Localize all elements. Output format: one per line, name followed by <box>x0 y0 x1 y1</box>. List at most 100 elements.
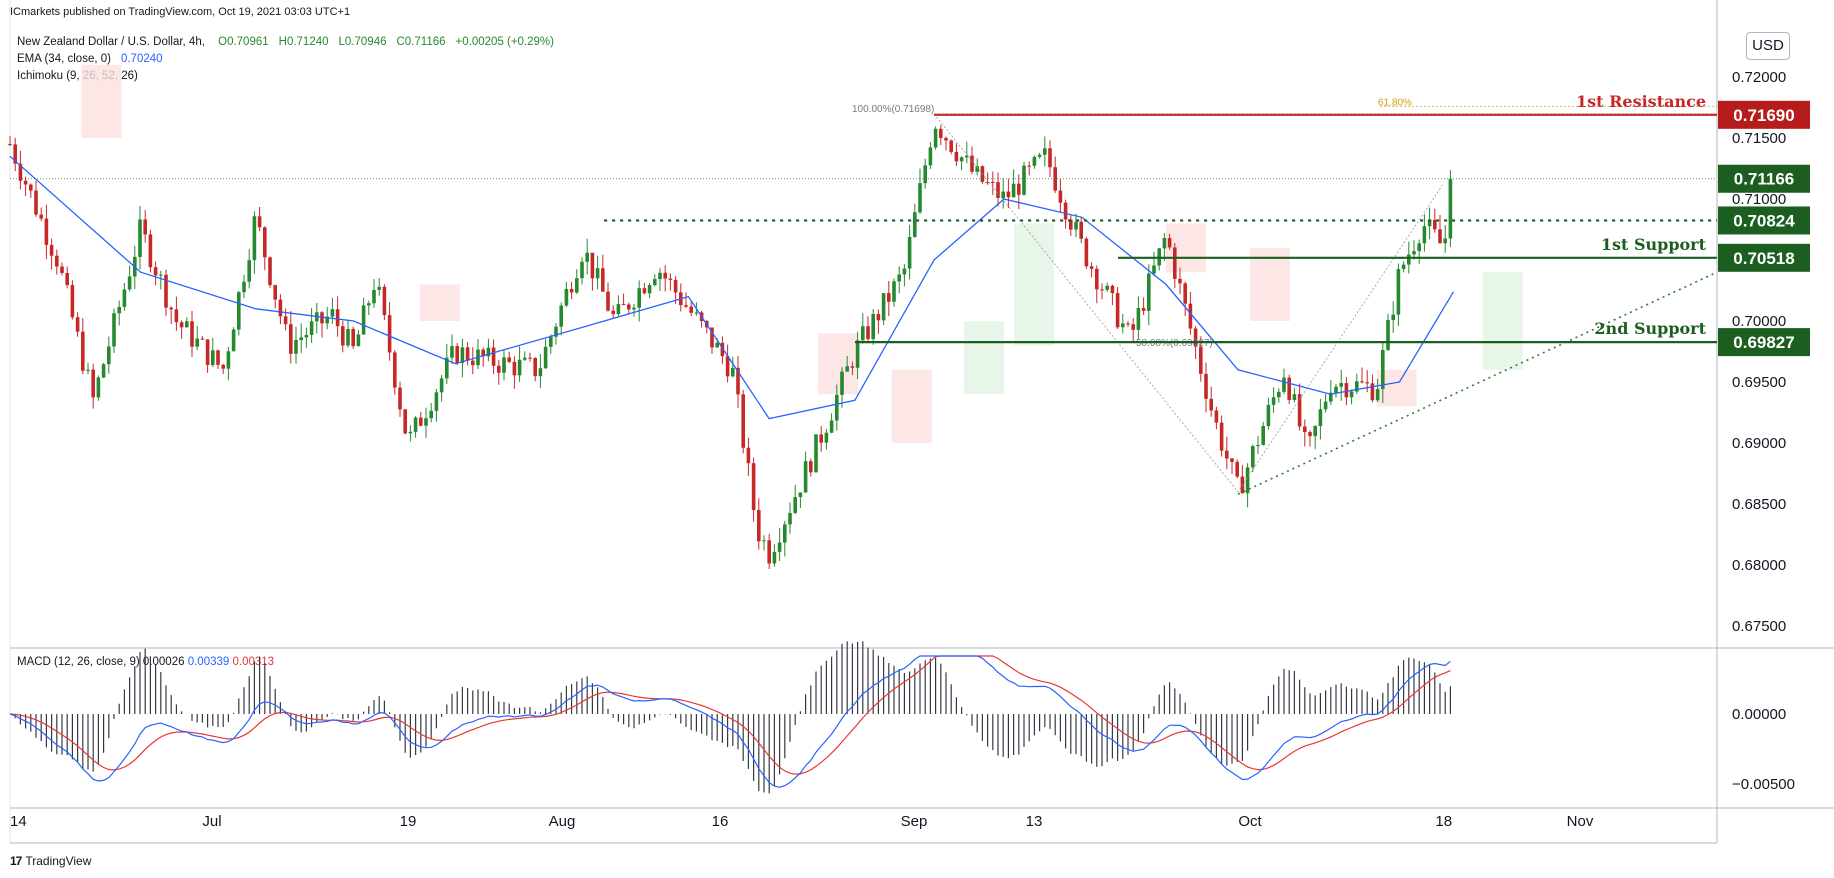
y-tick-label: 0.71500 <box>1732 130 1786 147</box>
candle-body <box>741 394 745 448</box>
candle-body <box>757 510 761 542</box>
macd-tick-label: 0.00000 <box>1732 706 1786 723</box>
candle-body <box>689 306 693 313</box>
candle-body <box>1136 308 1141 330</box>
candle-body <box>278 299 283 317</box>
candle-body <box>382 286 387 316</box>
candle-body <box>309 321 314 335</box>
candle-body <box>803 461 808 493</box>
price-tag <box>1718 100 1810 129</box>
candle-body <box>1386 319 1390 351</box>
candle-body <box>1245 467 1250 494</box>
candles-group <box>8 124 1453 570</box>
candle-body <box>101 364 106 378</box>
candle-body <box>564 288 569 306</box>
candle-body <box>268 257 272 286</box>
candle-body <box>1334 386 1338 393</box>
candle-body <box>840 371 844 395</box>
candle-body <box>668 278 673 280</box>
candle-body <box>356 334 361 347</box>
candle-body <box>1204 373 1208 399</box>
y-tick-label: 0.67500 <box>1732 618 1786 635</box>
candle-body <box>850 366 855 368</box>
candle-body <box>933 128 938 148</box>
macd-group <box>9 641 1452 794</box>
candle-body <box>1011 183 1016 198</box>
candle-body <box>543 346 548 369</box>
y-tick-label: 0.71000 <box>1732 191 1786 208</box>
candle-body <box>1375 389 1380 401</box>
candle-body <box>996 182 1000 199</box>
macd-tick-label: −0.00500 <box>1732 776 1795 793</box>
candle-body <box>970 155 974 172</box>
candle-body <box>907 237 912 269</box>
candle-body <box>445 357 449 379</box>
candle-body <box>1162 238 1167 249</box>
candle-body <box>601 268 605 292</box>
candle-body <box>871 314 875 340</box>
candle-body <box>918 183 922 213</box>
candle-body <box>387 315 392 353</box>
candle-body <box>611 310 615 315</box>
candle-body <box>1355 381 1359 392</box>
candle-body <box>1271 397 1276 405</box>
candle-body <box>190 321 194 347</box>
candle-body <box>533 357 537 377</box>
candle-body <box>809 461 813 473</box>
change-value: +0.00205 (+0.29%) <box>455 36 554 48</box>
candle-body <box>1427 219 1432 227</box>
candle-body <box>991 181 995 183</box>
candle-body <box>658 272 662 280</box>
candle-body <box>497 365 501 373</box>
candle-body <box>107 346 111 365</box>
footer-brand: 17 TradingView <box>10 854 91 868</box>
candle-body <box>855 340 860 368</box>
candle-body <box>361 305 366 335</box>
close-value: C0.71166 <box>396 36 446 48</box>
candle-body <box>1396 269 1401 315</box>
high-value: H0.71240 <box>278 36 329 48</box>
candle-body <box>1089 266 1094 269</box>
candle-body <box>18 163 23 181</box>
candle-body <box>1043 148 1047 155</box>
candle-body <box>1152 265 1156 274</box>
x-tick-label: 16 <box>712 813 729 830</box>
candle-body <box>1303 426 1307 433</box>
candle-body <box>1417 243 1421 252</box>
candle-body <box>211 350 215 365</box>
candle-body <box>247 260 251 282</box>
candle-body <box>1407 254 1411 265</box>
candle-body <box>1126 323 1130 325</box>
ichimoku-cloud <box>1482 272 1523 370</box>
ema-label: EMA (34, close, 0) <box>17 53 111 65</box>
candle-body <box>330 309 335 317</box>
candle-body <box>881 293 886 321</box>
ema-value: 0.70240 <box>120 53 163 65</box>
candle-body <box>1292 394 1297 400</box>
candle-body <box>928 147 933 166</box>
candle-body <box>751 463 756 511</box>
candle-body <box>1037 154 1042 157</box>
candle-body <box>621 304 626 306</box>
candle-body <box>1100 289 1104 291</box>
footer-brand-name: TradingView <box>25 854 92 868</box>
price-tag <box>1718 243 1810 272</box>
candle-body <box>185 321 189 328</box>
y-tick-label: 0.69500 <box>1732 374 1786 391</box>
candle-body <box>798 492 803 498</box>
candle-body <box>346 328 350 346</box>
candle-body <box>861 326 865 341</box>
candle-body <box>1318 409 1323 427</box>
candle-body <box>221 364 225 369</box>
currency-button[interactable]: USD <box>1746 32 1790 60</box>
candle-body <box>13 144 17 164</box>
ema-line <box>9 155 1455 420</box>
candle-body <box>913 212 917 238</box>
candle-body <box>819 434 823 443</box>
macd-signal-line <box>9 655 1451 775</box>
candle-body <box>736 367 740 395</box>
low-value: L0.70946 <box>338 36 387 48</box>
candle-body <box>1360 381 1364 383</box>
candle-body <box>944 137 948 141</box>
